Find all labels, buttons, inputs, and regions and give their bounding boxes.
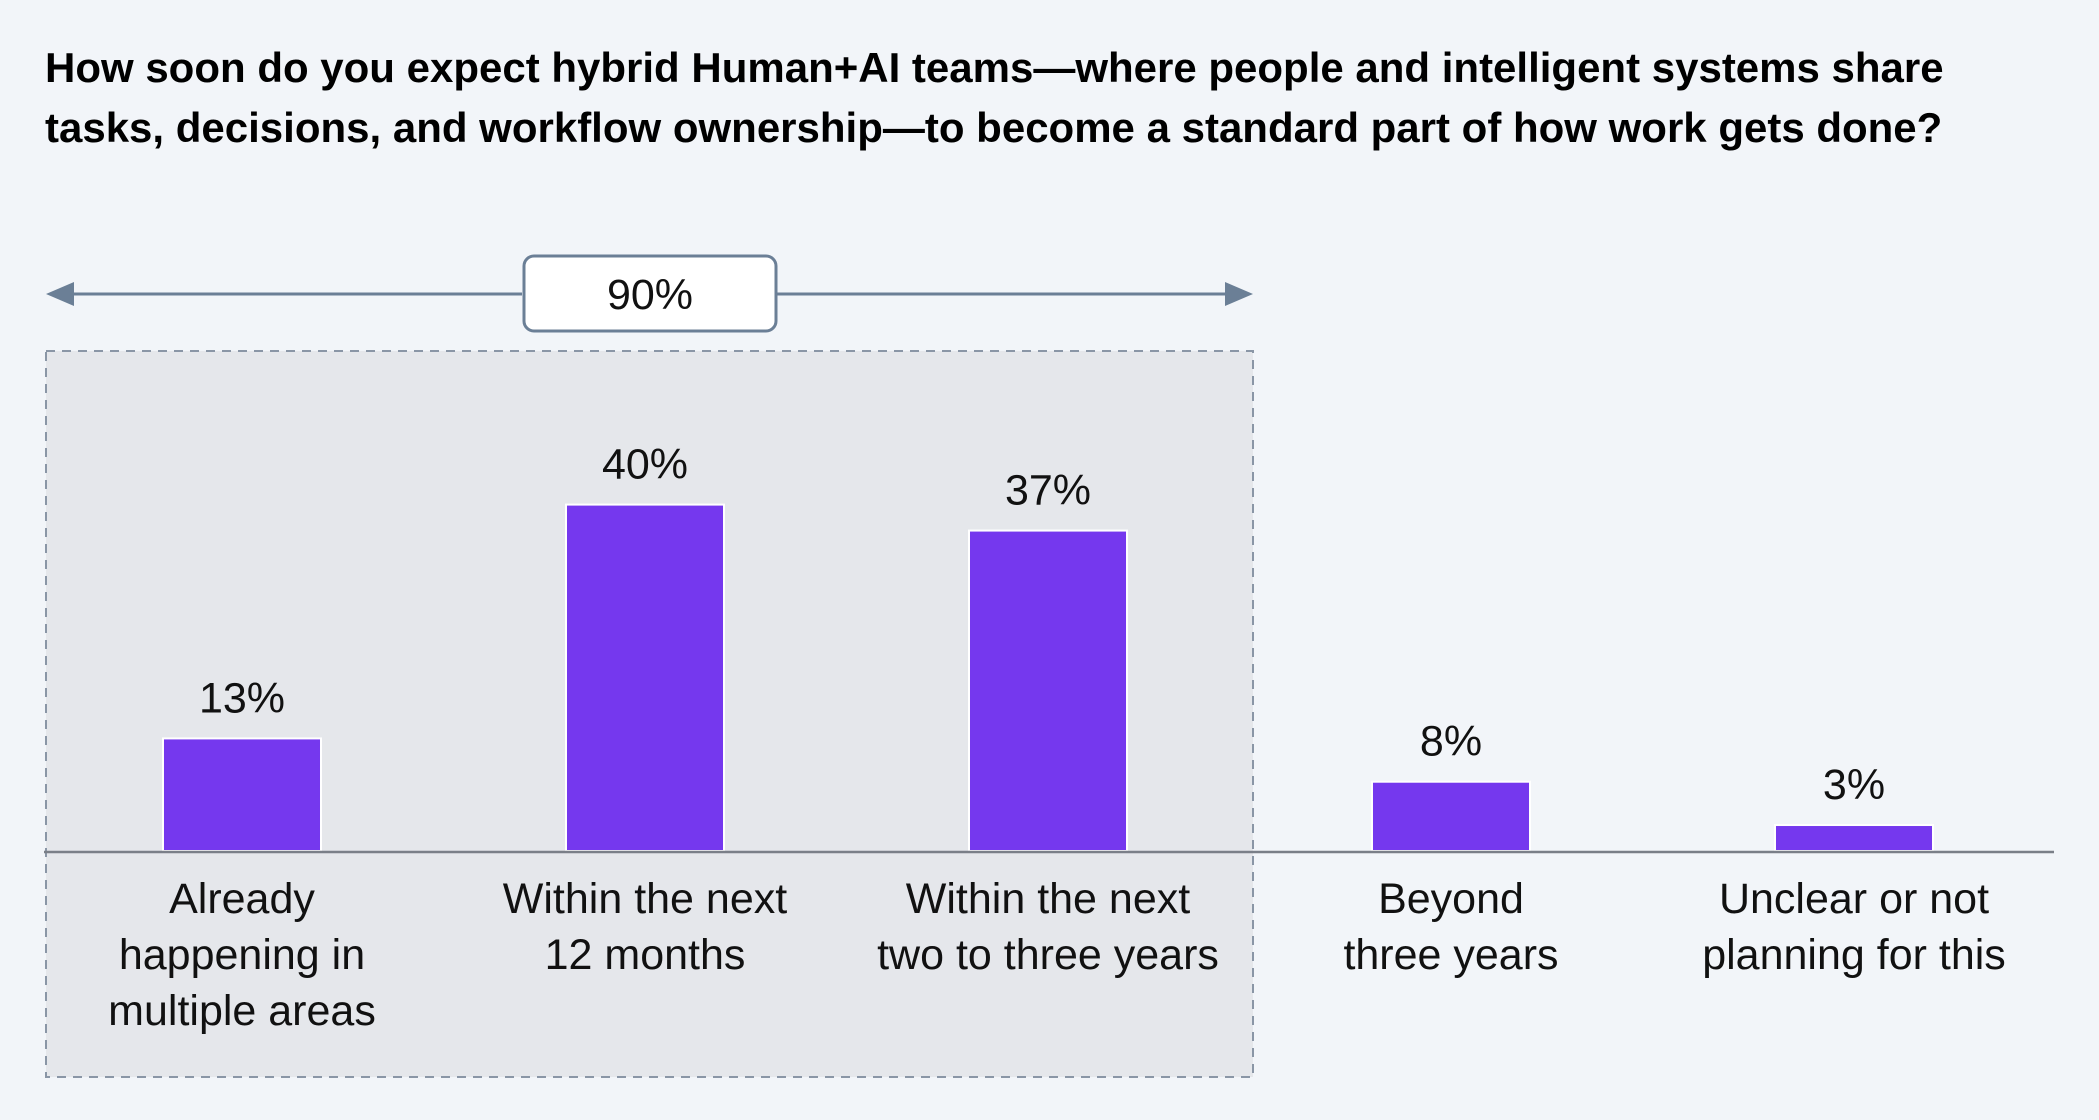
bracket-label-box — [522, 254, 778, 333]
category-label: Already happening in multiple areas — [108, 875, 376, 1035]
category-label: Within the next 12 months — [503, 875, 787, 979]
bar — [162, 737, 322, 852]
bracket-arrowhead-right — [1225, 282, 1253, 306]
bracket-arrowhead-left — [46, 282, 74, 306]
bar-value-label: 3% — [1823, 761, 1885, 809]
bar — [1774, 824, 1934, 853]
bar-value-label: 40% — [602, 441, 688, 489]
category-label: Within the next two to three years — [877, 875, 1219, 979]
bar-value-label: 13% — [199, 674, 285, 722]
category-label: Beyond three years — [1343, 875, 1558, 979]
bar — [565, 503, 725, 852]
bar-value-label: 37% — [1005, 467, 1091, 515]
bracket-label: 90% — [607, 271, 693, 319]
category-label: Unclear or not planning for this — [1702, 875, 2006, 979]
bar — [1371, 780, 1531, 852]
bar-value-label: 8% — [1420, 718, 1482, 766]
chart-title: How soon do you expect hybrid Human+AI t… — [45, 44, 1944, 151]
bar — [968, 529, 1128, 853]
